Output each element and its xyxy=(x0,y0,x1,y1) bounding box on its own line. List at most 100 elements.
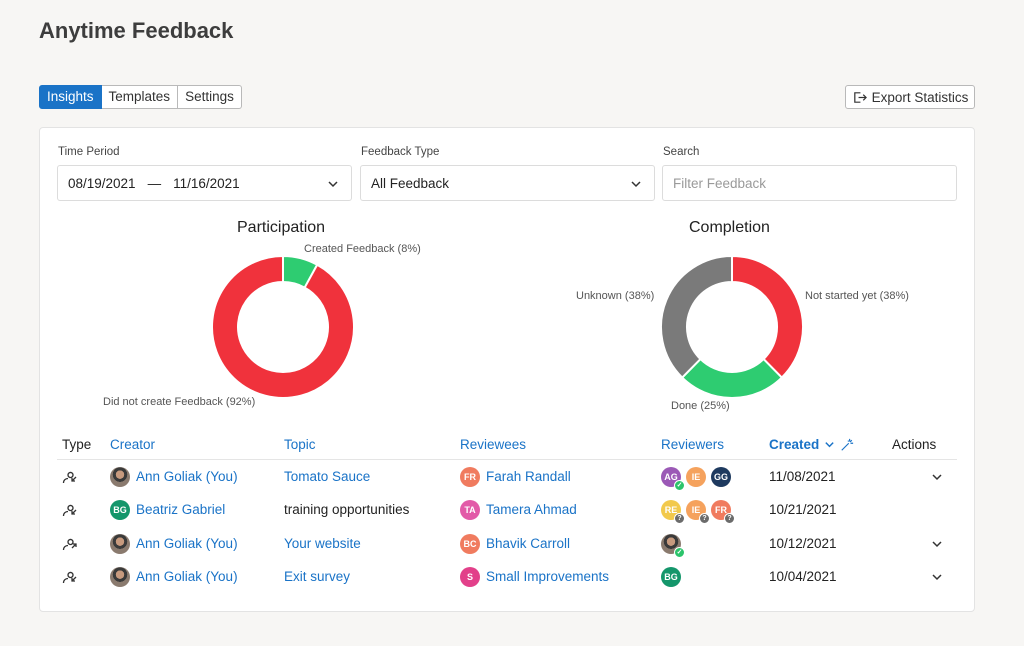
completion-label-not-started: Not started yet (38%) xyxy=(805,290,909,302)
reviewers-cell[interactable]: BG xyxy=(661,560,681,593)
tab-templates[interactable]: Templates xyxy=(101,85,179,109)
avatar xyxy=(110,466,130,487)
creator-link[interactable]: Ann Goliak (You) xyxy=(136,569,238,584)
reviewer-avatar: IE xyxy=(686,466,706,487)
view-tabs: Insights Templates Settings xyxy=(39,85,242,109)
avatar: BC xyxy=(460,533,480,554)
slice-done[interactable] xyxy=(680,357,784,399)
end-date: 11/16/2021 xyxy=(173,175,240,191)
topic-link: training opportunities xyxy=(284,502,410,517)
time-period-label: Time Period xyxy=(58,146,120,158)
chevron-down-icon xyxy=(932,573,942,580)
reviewee-cell: TA Tamera Ahmad xyxy=(460,493,577,526)
reviewee-cell: FR Farah Randall xyxy=(460,460,571,493)
avatar xyxy=(110,566,130,587)
header-creator[interactable]: Creator xyxy=(110,437,156,452)
topic-cell: Tomato Sauce xyxy=(284,460,370,493)
avatar: S xyxy=(460,566,480,587)
slice-not-started-yet[interactable] xyxy=(731,255,804,380)
type-cell xyxy=(61,493,79,526)
table-row[interactable]: Ann Goliak (You) Tomato Sauce FR Farah Rand… xyxy=(40,460,976,493)
pending-question-icon: ? xyxy=(699,512,710,524)
creator-link[interactable]: Beatriz Gabriel xyxy=(136,502,226,517)
header-divider xyxy=(57,459,957,460)
date-separator: — xyxy=(147,175,162,191)
reviewer-avatar: FR? xyxy=(711,499,735,524)
table-row[interactable]: BG Beatriz Gabriel training opportunities T… xyxy=(40,493,976,526)
avatar xyxy=(110,533,130,554)
type-cell xyxy=(61,460,79,493)
row-actions-toggle[interactable] xyxy=(931,560,943,593)
reviewers-cell[interactable]: AG ✓ IE GG xyxy=(661,460,731,493)
completed-check-icon: ✓ xyxy=(674,546,685,558)
export-statistics-label: Export Statistics xyxy=(871,89,969,105)
slice-unknown[interactable] xyxy=(660,255,733,380)
header-type: Type xyxy=(62,437,92,452)
time-period-picker[interactable]: 08/19/2021 — 11/16/2021 xyxy=(57,165,352,201)
reviewee-link[interactable]: Farah Randall xyxy=(486,469,571,484)
pending-question-icon: ? xyxy=(674,512,685,524)
topic-link[interactable]: Exit survey xyxy=(284,569,351,584)
table-row[interactable]: Ann Goliak (You) Your website BC Bhavik Car… xyxy=(40,527,976,560)
reviewer-avatar: AG ✓ xyxy=(661,466,685,491)
participation-label-created: Created Feedback (8%) xyxy=(304,243,421,255)
tab-settings[interactable]: Settings xyxy=(178,85,242,109)
participation-title: Participation xyxy=(237,219,326,236)
header-topic[interactable]: Topic xyxy=(284,437,316,452)
row-actions-toggle[interactable] xyxy=(931,527,943,560)
topic-link[interactable]: Your website xyxy=(284,536,361,551)
feedback-type-select[interactable]: All Feedback xyxy=(360,165,655,201)
created-date: 11/08/2021 xyxy=(769,469,836,484)
completion-title: Completion xyxy=(689,219,770,236)
creator-cell: Ann Goliak (You) xyxy=(110,560,238,593)
row-actions-toggle[interactable] xyxy=(931,460,943,493)
search-input[interactable]: Filter Feedback xyxy=(662,165,957,201)
incoming-feedback-icon xyxy=(62,504,77,516)
creator-link[interactable]: Ann Goliak (You) xyxy=(136,536,238,551)
reviewers-cell[interactable]: RE? IE? FR? xyxy=(661,493,735,526)
topic-link[interactable]: Tomato Sauce xyxy=(284,469,371,484)
sort-chevron-down-icon xyxy=(825,442,834,448)
chevron-down-icon xyxy=(631,181,641,188)
slice-did-not-create-feedback[interactable] xyxy=(211,255,355,399)
creator-cell: Ann Goliak (You) xyxy=(110,460,238,493)
reviewer-avatar: GG xyxy=(711,466,731,487)
header-created[interactable]: Created xyxy=(769,437,854,452)
type-cell xyxy=(61,560,79,593)
feedback-type-label: Feedback Type xyxy=(361,146,440,158)
creator-link[interactable]: Ann Goliak (You) xyxy=(136,469,238,484)
completion-label-done: Done (25%) xyxy=(671,400,730,412)
participation-label-not-created: Did not create Feedback (92%) xyxy=(103,396,256,408)
completion-label-unknown: Unknown (38%) xyxy=(576,290,655,302)
chevron-down-icon xyxy=(328,181,338,188)
topic-cell: training opportunities xyxy=(284,493,409,526)
feedback-type-value: All Feedback xyxy=(371,175,450,191)
table-row[interactable]: Ann Goliak (You) Exit survey S Small Improv… xyxy=(40,560,976,593)
export-icon xyxy=(853,91,867,103)
reviewee-link[interactable]: Tamera Ahmad xyxy=(486,502,577,517)
avatar: BG xyxy=(110,499,130,520)
creator-cell: BG Beatriz Gabriel xyxy=(110,493,225,526)
reviewer-avatar: BG xyxy=(661,566,681,587)
type-cell xyxy=(61,527,79,560)
header-actions: Actions xyxy=(892,437,937,452)
outgoing-feedback-icon xyxy=(62,538,77,550)
created-date: 10/21/2021 xyxy=(769,502,837,517)
creator-cell: Ann Goliak (You) xyxy=(110,527,238,560)
header-created-label: Created xyxy=(769,437,820,452)
header-reviewees[interactable]: Reviewees xyxy=(460,437,527,452)
reviewer-avatar: IE? xyxy=(686,499,710,524)
search-label: Search xyxy=(663,146,700,158)
magic-wand-icon[interactable] xyxy=(840,438,854,452)
reviewer-avatar: ✓ xyxy=(661,533,685,558)
chevron-down-icon xyxy=(932,540,942,547)
header-reviewers[interactable]: Reviewers xyxy=(661,437,725,452)
export-statistics-button[interactable]: Export Statistics xyxy=(845,85,975,109)
reviewee-link[interactable]: Small Improvements xyxy=(486,569,610,584)
start-date: 08/19/2021 xyxy=(68,175,136,191)
tab-insights[interactable]: Insights xyxy=(39,85,102,109)
reviewee-link[interactable]: Bhavik Carroll xyxy=(486,536,571,551)
completed-check-icon: ✓ xyxy=(674,479,685,491)
reviewers-cell[interactable]: ✓ xyxy=(661,527,685,560)
avatar: FR xyxy=(460,466,480,487)
